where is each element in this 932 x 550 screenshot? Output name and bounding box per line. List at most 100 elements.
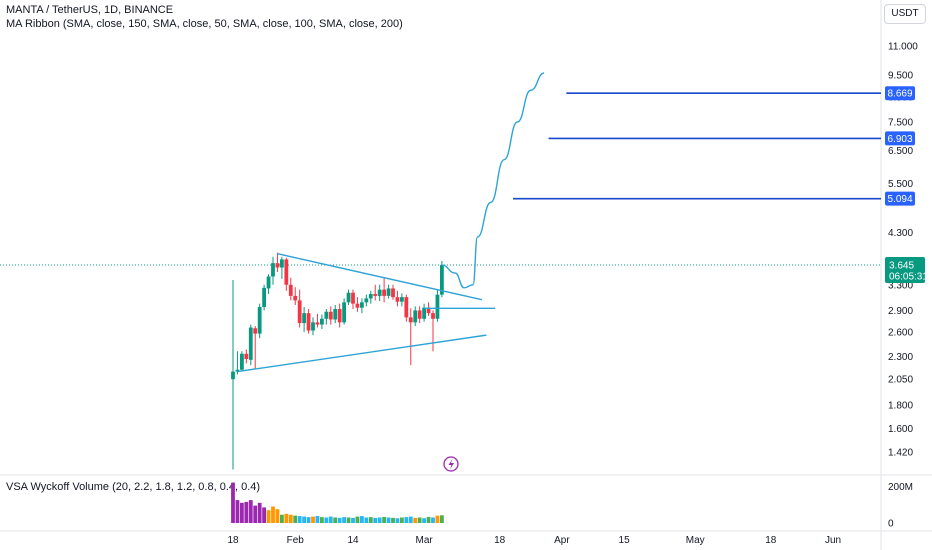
volume-bar xyxy=(408,516,413,523)
candle-body xyxy=(297,300,302,324)
chart-title: MANTA / TetherUS, 1D, BINANCE xyxy=(6,4,174,16)
candle-body xyxy=(435,294,440,319)
volume-bar xyxy=(248,500,253,523)
volume-tick-label: 0 xyxy=(888,519,894,530)
y-tick-label: 6.500 xyxy=(888,146,913,157)
x-tick-label: Feb xyxy=(287,535,305,546)
candle-body xyxy=(368,293,373,299)
volume-bar xyxy=(297,516,302,523)
x-tick-label: Apr xyxy=(554,535,570,546)
y-tick-label: 5.500 xyxy=(888,179,913,190)
volume-bar xyxy=(319,517,324,523)
candle-body xyxy=(235,369,240,372)
candle-body xyxy=(426,307,431,314)
volume-bar xyxy=(435,515,440,523)
y-tick-label: 2.050 xyxy=(888,375,913,386)
volume-bar xyxy=(359,516,364,523)
y-tick-label: 9.500 xyxy=(888,71,913,82)
volume-bar xyxy=(386,517,391,523)
y-tick-label: 2.300 xyxy=(888,352,913,363)
x-tick-label: 18 xyxy=(494,535,506,546)
candle-body xyxy=(337,309,342,323)
x-tick-label: 18 xyxy=(227,535,239,546)
volume-bar xyxy=(328,516,333,523)
candle-body xyxy=(413,310,418,323)
volume-bar xyxy=(275,509,280,523)
volume-bar xyxy=(404,517,409,523)
volume-bar xyxy=(244,501,249,523)
volume-bar xyxy=(439,515,444,523)
target-price-label-box xyxy=(885,86,915,101)
candle-body xyxy=(342,302,347,323)
volume-bar xyxy=(368,517,373,523)
candle-body xyxy=(302,313,307,324)
candle-body xyxy=(315,322,320,325)
volume-bar xyxy=(333,517,338,523)
candle-body xyxy=(253,328,258,334)
projection-path xyxy=(441,72,545,289)
candle-body xyxy=(248,327,253,360)
target-price-label: 8.669 xyxy=(887,89,912,100)
volume-bar xyxy=(422,518,427,523)
candle-body xyxy=(355,303,360,308)
volume-tick-label: 200M xyxy=(888,482,913,493)
candle-body xyxy=(373,293,378,296)
candle-body xyxy=(351,292,355,304)
volume-bar xyxy=(239,502,244,523)
y-tick-label: 2.900 xyxy=(888,306,913,317)
x-tick-label: 15 xyxy=(619,535,631,546)
volume-indicator-legend[interactable]: VSA Wyckoff Volume (20, 2.2, 1.8, 1.2, 0… xyxy=(6,481,261,493)
volume-bar xyxy=(315,516,320,523)
volume-bar xyxy=(346,517,351,523)
volume-bar xyxy=(391,517,395,523)
y-tick-label: 7.500 xyxy=(888,117,913,128)
candle-body xyxy=(306,313,311,331)
volume-bar xyxy=(279,514,284,523)
volume-bar xyxy=(253,505,258,523)
volume-bar xyxy=(257,502,262,523)
volume-bar xyxy=(293,515,298,523)
candle-body xyxy=(359,302,364,308)
candle-body xyxy=(262,287,267,308)
candle-body xyxy=(422,307,427,319)
candle-body xyxy=(382,289,387,296)
volume-bar xyxy=(417,517,422,523)
flash-icon-bolt xyxy=(448,459,454,470)
candle-body xyxy=(275,263,280,268)
price-axis: 11.0009.5008.5007.5006.5005.5004.3003.30… xyxy=(888,42,918,459)
volume-bars xyxy=(231,482,444,523)
currency-selector-button[interactable]: USDT xyxy=(884,4,926,24)
candle-body xyxy=(284,259,289,285)
triangle-lower-trendline xyxy=(237,334,487,373)
volume-bar xyxy=(324,517,329,523)
candle-body xyxy=(231,371,235,380)
volume-axis: 200M 0 xyxy=(888,482,913,530)
candle-body xyxy=(364,298,369,303)
target-price-label-box xyxy=(885,131,915,146)
x-tick-label: May xyxy=(686,535,705,546)
countdown-label: 06:05:31 xyxy=(889,272,928,283)
target-price-label: 6.903 xyxy=(887,134,912,145)
x-tick-label: Mar xyxy=(415,535,433,546)
candles xyxy=(231,252,444,470)
volume-bar xyxy=(311,516,315,523)
ma-ribbon-legend[interactable]: MA Ribbon (SMA, close, 150, SMA, close, … xyxy=(6,18,403,30)
drawings[interactable] xyxy=(237,72,881,373)
candle-body xyxy=(439,265,444,295)
candle-body xyxy=(408,317,413,323)
candle-body xyxy=(311,322,315,331)
flash-icon[interactable] xyxy=(443,456,459,472)
y-tick-label: 1.420 xyxy=(888,448,913,459)
volume-bar xyxy=(426,516,431,523)
volume-bar xyxy=(413,517,418,523)
candle-body xyxy=(239,353,244,370)
candle-body xyxy=(293,295,298,301)
y-tick-label: 2.600 xyxy=(888,328,913,339)
volume-bar xyxy=(262,507,267,523)
candle-body xyxy=(386,288,391,296)
candle-body xyxy=(328,311,333,320)
volume-bar xyxy=(364,517,369,523)
